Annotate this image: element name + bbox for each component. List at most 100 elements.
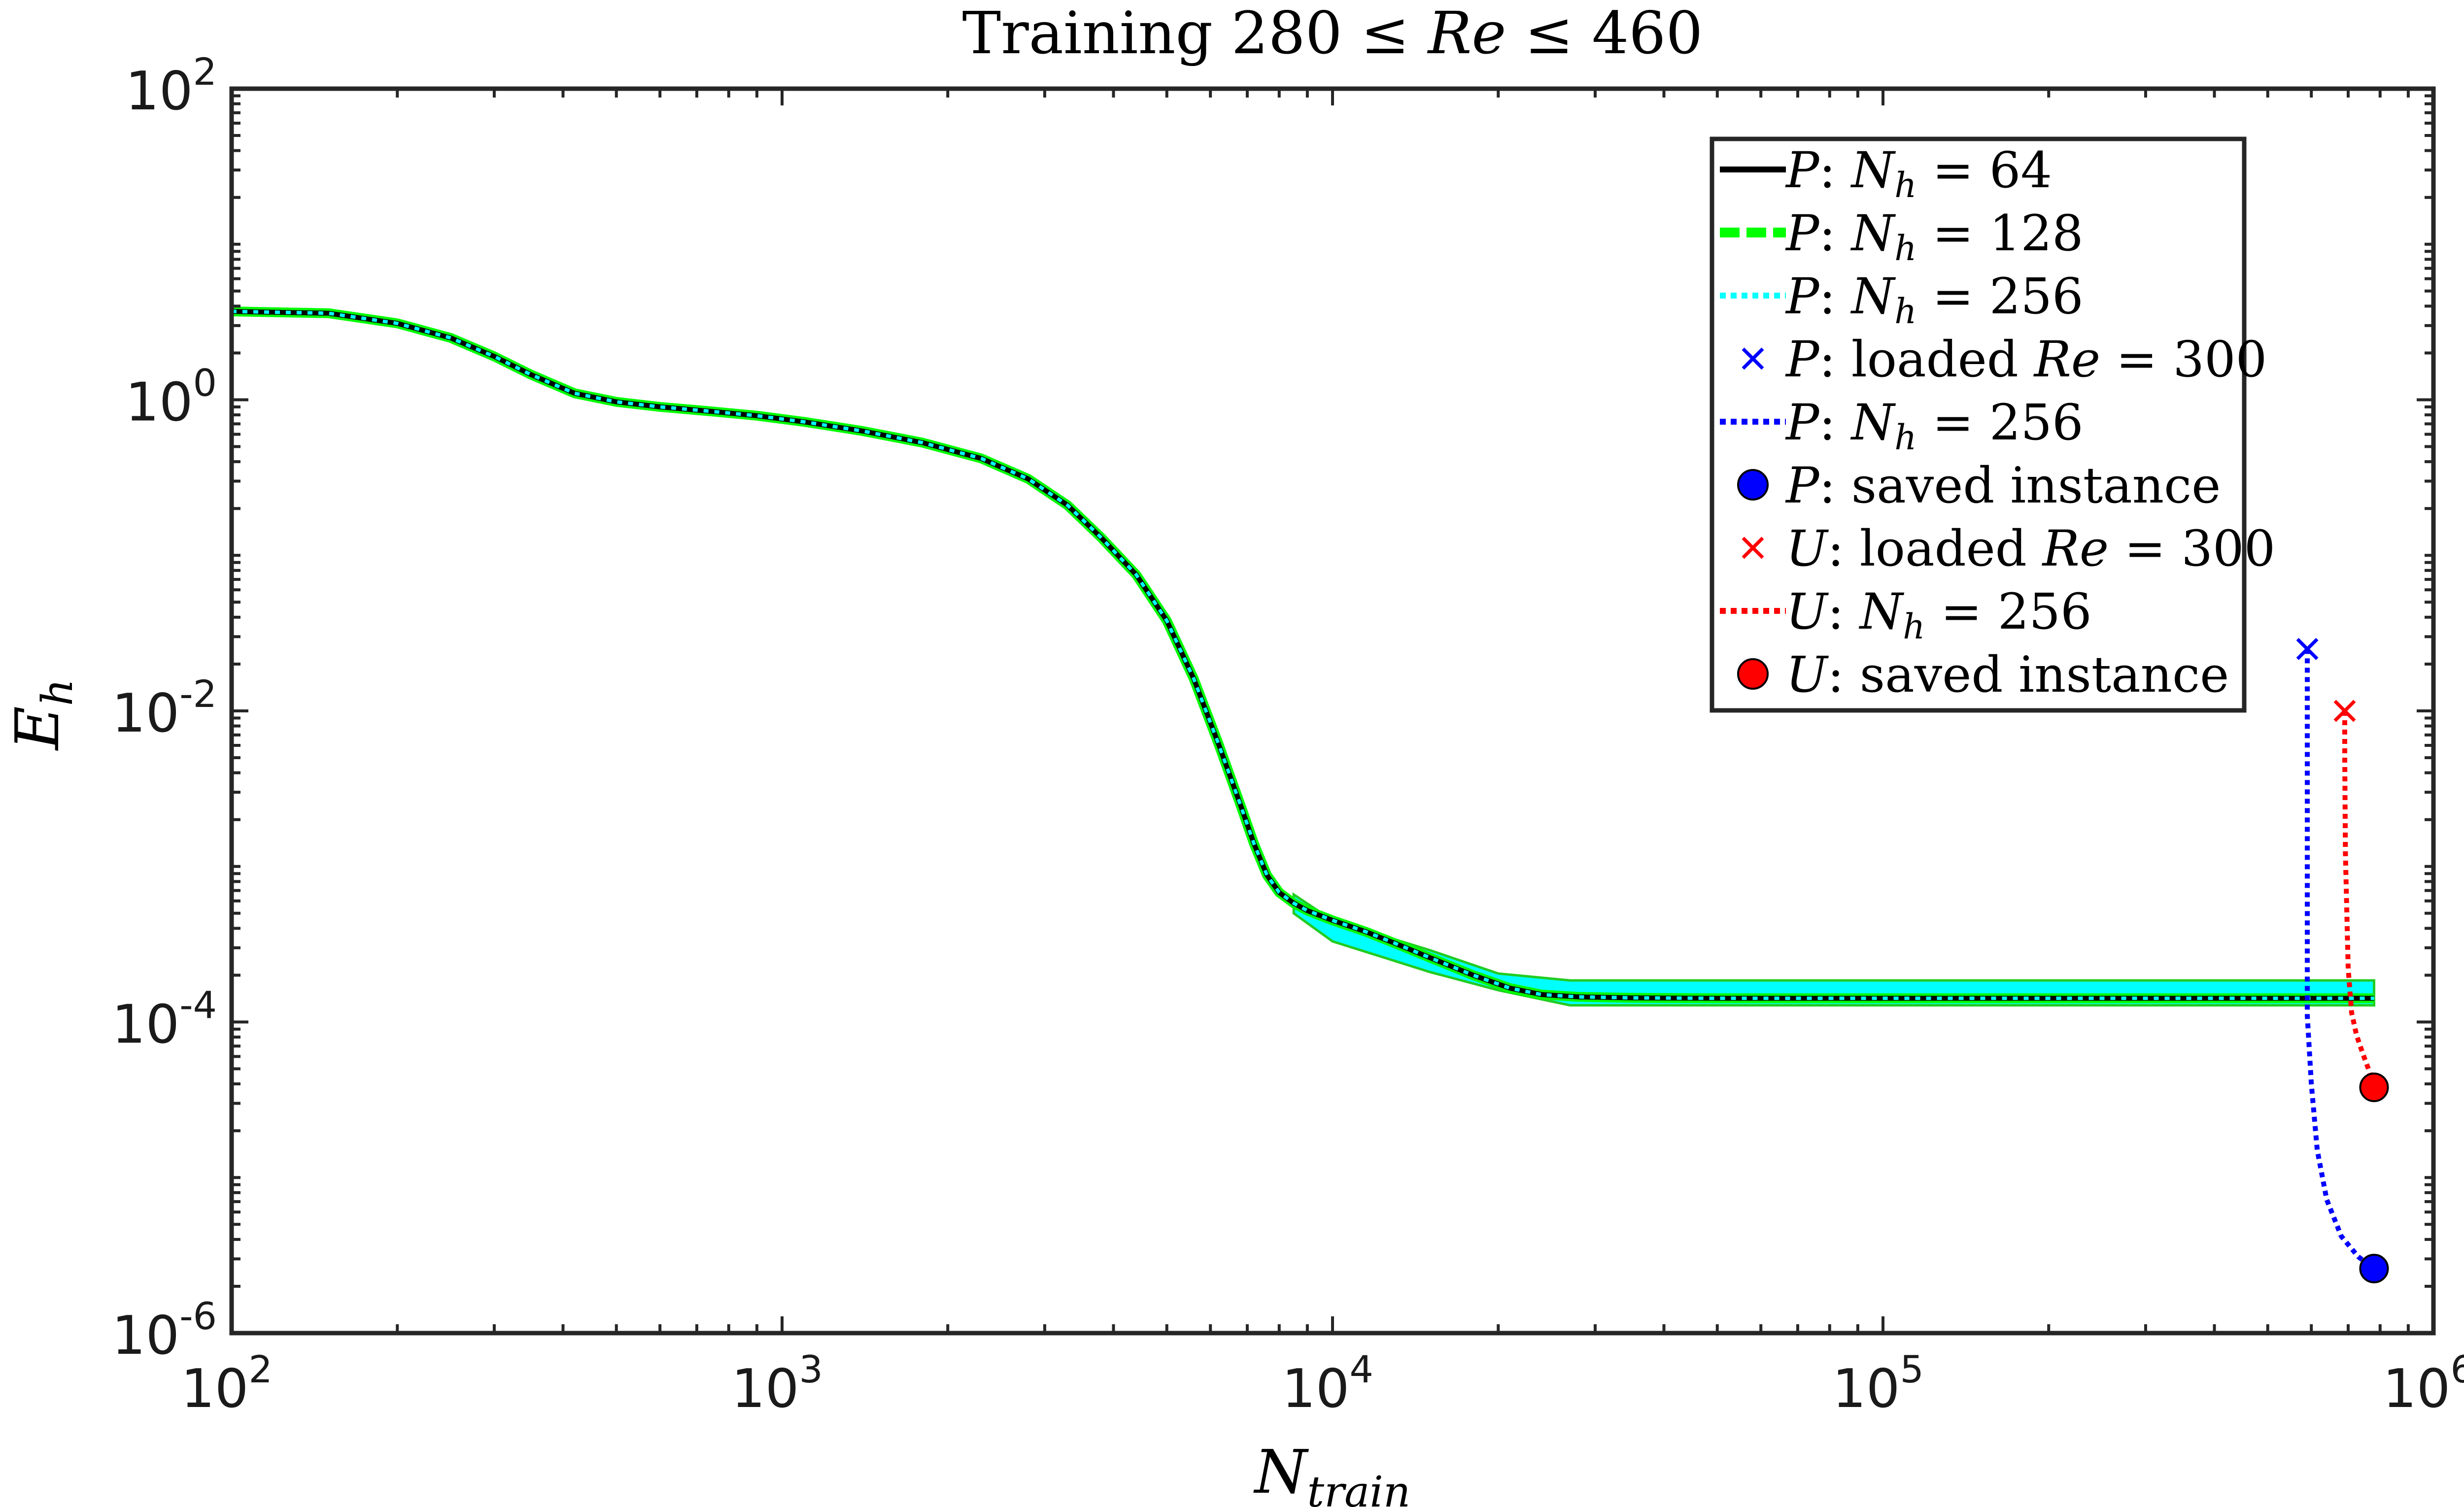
legend-entry: P: saved instance [1737,457,2221,514]
legend-label-rest: = 256 [1916,268,2083,325]
legend-label: P: Nh = 128 [1785,204,2084,268]
y-tick-exp: -4 [179,983,217,1027]
legend-label-text: : [1819,268,1851,325]
legend-entry: P: Nh = 256 [1720,394,2084,458]
legend-swatch-x-b [1742,347,1764,370]
legend-label-text: : saved instance [1827,646,2229,703]
x-tick-base: 10 [1832,1358,1900,1420]
marker-circle-u [2359,1072,2389,1103]
marker-x-stroke-b [2296,637,2319,660]
y-tick-exp: -6 [179,1294,217,1338]
legend-label-symbol: U [1786,583,1829,640]
y-axis-label-main: E [2,706,72,751]
y-tick-base: 10 [112,683,179,744]
legend-swatch-x-b [1742,536,1764,559]
legend-label-rest: = 256 [1916,394,2083,451]
y-tick-label: 10-4 [112,983,217,1056]
legend-label-math: N [1850,268,1896,325]
legend-box [1710,136,2247,713]
legend-label-math: N [1859,583,1905,640]
legend-label-text: : [1819,204,1851,262]
x-tick-exp: 2 [249,1347,273,1391]
marker-circle-p [2359,1253,2389,1283]
legend-label-symbol: P [1785,141,1820,199]
x-tick-exp: 6 [2451,1347,2464,1391]
legend-label-math: N [1850,204,1896,262]
x-tick-base: 10 [731,1358,799,1420]
legend-swatch-circle [1737,469,1769,501]
legend-entry: P: Nh = 64 [1720,141,2052,205]
chart-title: Training 280 ≤ Re ≤ 460 [962,0,1703,67]
legend-label-math: N [1850,394,1896,451]
legend-entry: P: Nh = 256 [1720,268,2084,332]
legend-label-sub: h [1894,165,1916,205]
legend-label-math: Re [2033,331,2100,388]
legend-label: P: Nh = 64 [1785,141,2052,205]
y-tick-exp: 0 [193,361,217,405]
legend-label-math: Re [2042,520,2109,577]
legend-label: P: Nh = 256 [1785,268,2084,332]
legend-label: P: saved instance [1785,457,2221,514]
plot-marks [232,306,2377,1271]
marker-x-stroke-b [2333,700,2356,722]
legend-label-text: : [1827,583,1859,640]
legend-label-rest: = 128 [1916,204,2083,262]
chart-title-range: ≤ 460 [1506,0,1703,67]
x-tick-base: 10 [1282,1358,1349,1420]
x-axis-label-sub: train [1307,1468,1410,1507]
legend-entry: U: loaded Re = 300 [1742,520,2275,577]
series-line-u-nh256 [2342,711,2377,1088]
y-tick-base: 10 [112,1305,179,1367]
y-tick-exp: 2 [193,50,217,94]
x-axis-label: Ntrain [1253,1437,1411,1507]
legend-label: U: saved instance [1786,646,2229,703]
legend-label-text: : saved instance [1819,457,2221,514]
y-tick-label: 10-2 [112,672,217,744]
y-tick-label: 10-6 [112,1294,217,1367]
legend-label-rest: = 300 [2109,520,2275,577]
x-tick-exp: 4 [1350,1347,1373,1391]
legend-label: U: Nh = 256 [1786,583,2092,647]
legend-label-symbol: U [1786,520,1829,577]
legend-label-text: : loaded [1819,331,2034,388]
legend-entry: P: Nh = 128 [1720,204,2084,268]
x-tick-exp: 3 [799,1347,823,1391]
y-axis-label-sub: h [33,679,82,706]
legend-label-sub: h [1894,291,1916,332]
chart-title-word: Training 280 ≤ [962,0,1428,67]
series-line-nh64 [232,309,2374,1001]
y-tick-base: 10 [112,994,179,1056]
series-line-p-nh256 [2305,649,2376,1271]
x-tick-label: 106 [2383,1347,2464,1420]
y-tick-base: 10 [125,372,193,434]
x-tick-label: 104 [1282,1347,1373,1420]
x-axis-label-main: N [1253,1437,1309,1507]
legend-label-text: : [1819,394,1851,451]
legend-label-sub: h [1894,228,1916,268]
y-axis-label: Eh [2,679,82,751]
legend-label-rest: = 64 [1916,141,2052,199]
legend-label-symbol: P [1785,331,1820,388]
x-tick-base: 10 [2383,1358,2450,1420]
legend-entry: U: Nh = 256 [1720,583,2092,647]
y-tick-label: 100 [125,361,217,434]
legend-label-text: : [1819,141,1851,199]
legend-entry: P: loaded Re = 300 [1742,331,2267,388]
legend-label: P: loaded Re = 300 [1785,331,2267,388]
x-tick-label: 103 [731,1347,823,1420]
legend-entry: U: saved instance [1737,646,2229,703]
legend-label-math: N [1850,141,1896,199]
legend-swatch-circle [1737,658,1769,690]
legend-label-symbol: P [1785,268,1820,325]
marker-x-u [2333,700,2356,722]
legend-label-symbol: U [1786,646,1829,703]
x-tick-label: 102 [181,1347,273,1420]
y-tick-exp: -2 [179,672,217,716]
x-tick-exp: 5 [1900,1347,1924,1391]
legend-label-symbol: P [1785,204,1820,262]
legend-label-sub: h [1894,417,1916,458]
legend-label: P: Nh = 256 [1785,394,2084,458]
